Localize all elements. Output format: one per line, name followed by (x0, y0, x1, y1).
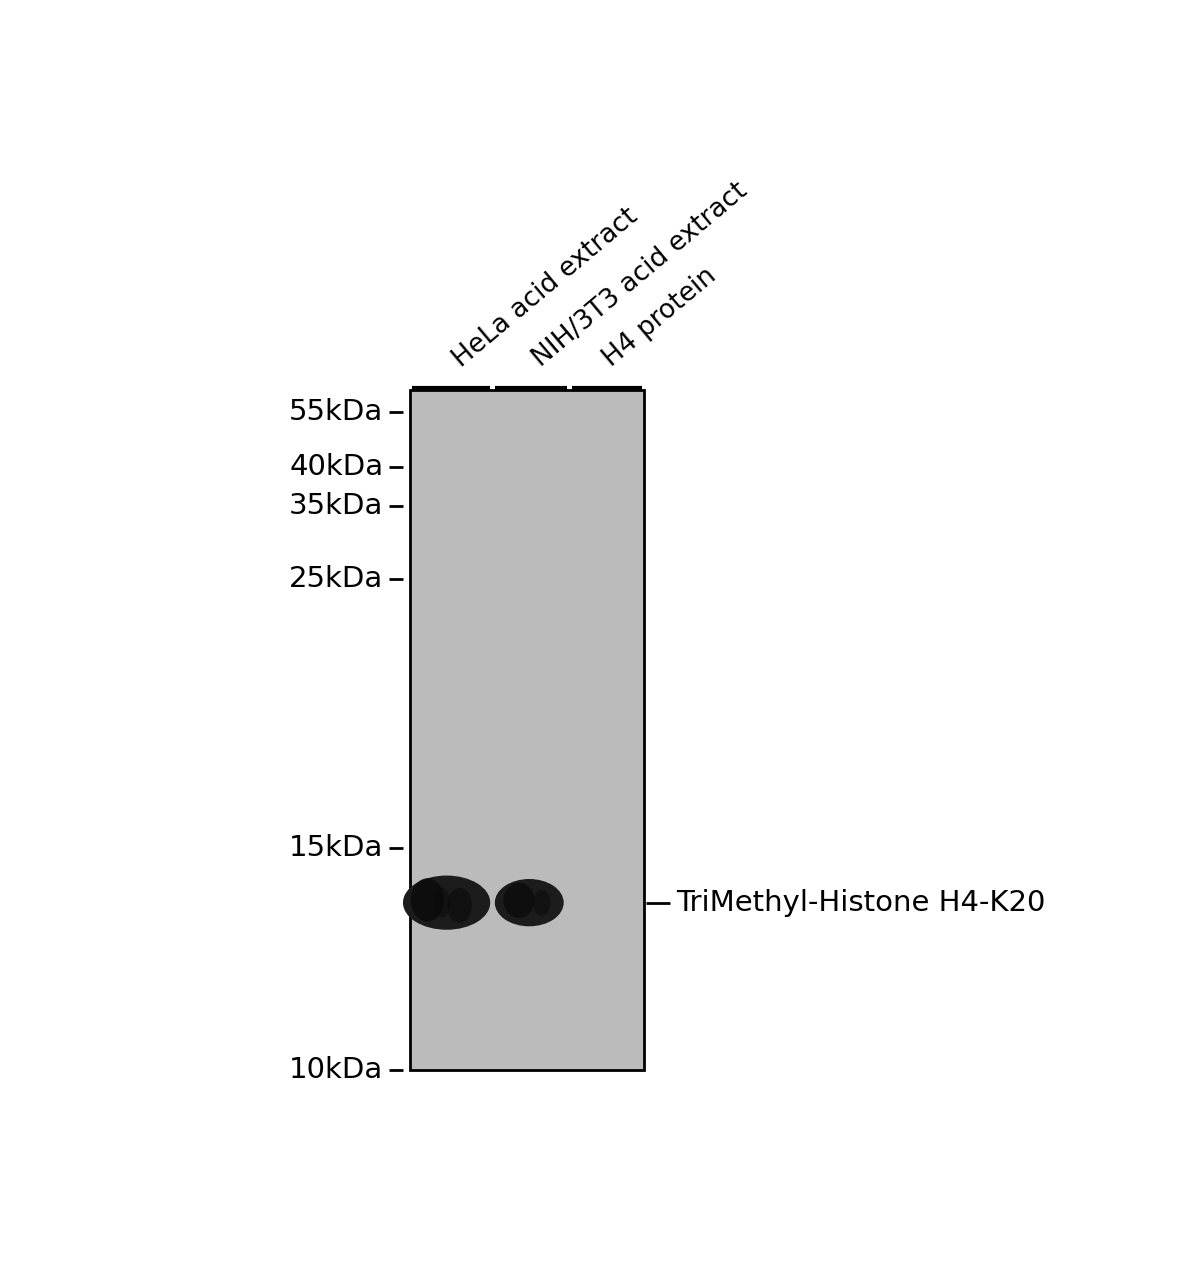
Text: 15kDa: 15kDa (289, 835, 383, 863)
Text: 40kDa: 40kDa (289, 453, 383, 481)
Text: 55kDa: 55kDa (289, 398, 383, 426)
Text: HeLa acid extract: HeLa acid extract (448, 204, 643, 372)
Ellipse shape (495, 879, 564, 927)
Ellipse shape (448, 888, 472, 923)
Ellipse shape (403, 876, 491, 929)
Text: 25kDa: 25kDa (289, 566, 383, 594)
Text: H4 protein: H4 protein (598, 264, 722, 372)
Text: NIH/3T3 acid extract: NIH/3T3 acid extract (529, 178, 752, 372)
Ellipse shape (435, 888, 450, 918)
Ellipse shape (533, 890, 550, 915)
Text: TriMethyl-Histone H4-K20: TriMethyl-Histone H4-K20 (677, 888, 1045, 916)
Text: 10kDa: 10kDa (289, 1056, 383, 1084)
Ellipse shape (504, 882, 534, 918)
Text: 35kDa: 35kDa (289, 493, 383, 521)
Ellipse shape (411, 878, 444, 922)
Bar (410, 390, 645, 1070)
